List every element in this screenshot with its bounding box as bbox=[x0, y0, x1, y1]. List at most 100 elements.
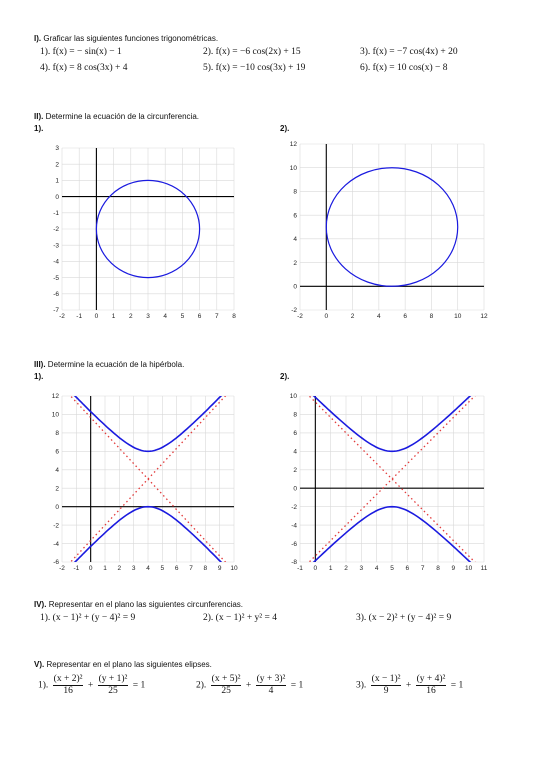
ellipse-2-num-x: (x + 5)² bbox=[210, 674, 242, 686]
y-tick-label: -6 bbox=[291, 541, 297, 548]
y-tick-label: 4 bbox=[293, 449, 297, 456]
x-tick-label: 10 bbox=[454, 313, 462, 320]
x-tick-label: 0 bbox=[314, 565, 318, 572]
ellipse-3-den-x: 9 bbox=[383, 686, 389, 696]
y-tick-label: -2 bbox=[291, 307, 297, 314]
x-tick-label: 9 bbox=[452, 565, 456, 572]
circle-curve bbox=[95, 179, 201, 279]
x-tick-label: 5 bbox=[181, 313, 185, 320]
hyperbola-graph-1-label: 1). bbox=[34, 372, 44, 381]
x-tick-label: -1 bbox=[297, 565, 303, 572]
ellipse-1-prefix: 1). bbox=[38, 680, 49, 691]
section-2-text: Determine la ecuación de la circunferenc… bbox=[45, 112, 199, 121]
y-tick-label: 6 bbox=[293, 212, 297, 219]
section-3-title: III). Determine la ecuación de la hipérb… bbox=[34, 360, 184, 369]
y-tick-label: 0 bbox=[55, 504, 59, 511]
y-tick-label: 3 bbox=[55, 145, 59, 152]
x-tick-label: 6 bbox=[175, 565, 179, 572]
x-tick-label: 6 bbox=[406, 565, 410, 572]
section-1-text: Graficar las siguientes funciones trigon… bbox=[43, 34, 219, 43]
x-tick-label: 3 bbox=[360, 565, 364, 572]
x-tick-label: 6 bbox=[198, 313, 202, 320]
asymptote-line bbox=[69, 396, 227, 562]
circle-equation-2: 2). (x − 1)² + y² = 4 bbox=[203, 613, 278, 623]
x-tick-label: 4 bbox=[377, 313, 381, 320]
ellipse-equation-1: 1). (x + 2)² 16 + (y + 1)² 25 = 1 bbox=[38, 674, 146, 697]
section-4-title: IV). Representar en el plano las siguien… bbox=[34, 600, 243, 609]
circle-graph-2-label: 2). bbox=[280, 124, 290, 133]
section-4-number: IV). bbox=[34, 600, 47, 609]
hyperbola-graph-2: -1 0 1 2 3 4 5 6 7 8 9 10 11 -8 -6 -4 -2 0 2 4 6 8 10 bbox=[290, 393, 488, 572]
x-tick-label: 4 bbox=[163, 313, 167, 320]
trig-function-2: 2). f(x) = −6 cos(2x) + 15 bbox=[203, 47, 301, 57]
y-tick-label: -2 bbox=[291, 504, 297, 511]
x-tick-label: 7 bbox=[189, 565, 193, 572]
ellipse-3-fraction-x: (x − 1)² 9 bbox=[370, 674, 402, 697]
y-tick-label: 4 bbox=[55, 467, 59, 474]
ellipse-3-num-y: (y + 4)² bbox=[415, 674, 447, 686]
y-tick-label: -5 bbox=[53, 275, 59, 282]
x-tick-label: 2 bbox=[351, 313, 355, 320]
circle-graph-1-label: 1). bbox=[34, 124, 44, 133]
asymptote-line bbox=[308, 396, 476, 562]
ellipse-2-rhs: = 1 bbox=[290, 680, 304, 691]
ellipse-1-den-y: 25 bbox=[108, 686, 118, 696]
trig-function-3: 3). f(x) = −7 cos(4x) + 20 bbox=[360, 47, 458, 57]
hyperbola-lower-branch bbox=[312, 505, 472, 562]
trig-function-1: 1). f(x) = − sin(x) − 1 bbox=[40, 47, 122, 57]
x-tick-label: 2 bbox=[344, 565, 348, 572]
trig-function-5: 5). f(x) = −10 cos(3x) + 19 bbox=[203, 63, 306, 73]
ellipse-3-fraction-y: (y + 4)² 16 bbox=[415, 674, 447, 697]
ellipse-1-num-y: (y + 1)² bbox=[97, 674, 129, 686]
x-tick-label: -1 bbox=[76, 313, 82, 320]
y-tick-label: -3 bbox=[53, 242, 59, 249]
x-tick-label: 8 bbox=[430, 313, 434, 320]
x-tick-label: 3 bbox=[146, 313, 150, 320]
y-tick-label: -4 bbox=[53, 259, 59, 266]
section-1-title: I). Graficar las siguientes funciones tr… bbox=[34, 34, 218, 43]
y-tick-label: 8 bbox=[293, 189, 297, 196]
ellipse-1-fraction-x: (x + 2)² 16 bbox=[52, 674, 84, 697]
section-5-text: Representar en el plano las siguientes e… bbox=[46, 660, 212, 669]
x-tick-label: 3 bbox=[132, 565, 136, 572]
y-tick-label: 6 bbox=[293, 430, 297, 437]
x-tick-label: -2 bbox=[59, 313, 65, 320]
x-tick-label: -2 bbox=[297, 313, 303, 320]
y-tick-label: 10 bbox=[290, 393, 298, 400]
x-tick-label: 6 bbox=[403, 313, 407, 320]
ellipse-3-den-y: 16 bbox=[426, 686, 436, 696]
y-tick-label: -6 bbox=[53, 559, 59, 566]
x-tick-label: 8 bbox=[204, 565, 208, 572]
hyperbola-lower-branch bbox=[73, 505, 223, 562]
ellipse-1-den-x: 16 bbox=[63, 686, 73, 696]
y-tick-label: -2 bbox=[53, 522, 59, 529]
ellipse-3-prefix: 3). bbox=[356, 680, 367, 691]
x-tick-label: 5 bbox=[390, 565, 394, 572]
x-tick-label: 8 bbox=[232, 313, 236, 320]
y-tick-label: -1 bbox=[53, 210, 59, 217]
y-tick-label: 0 bbox=[55, 194, 59, 201]
section-5-title: V). Representar en el plano las siguient… bbox=[34, 660, 212, 669]
y-tick-label: 12 bbox=[52, 393, 60, 400]
trig-function-6: 6). f(x) = 10 cos(x) − 8 bbox=[360, 63, 448, 73]
x-tick-label: 12 bbox=[480, 313, 488, 320]
x-tick-label: 10 bbox=[465, 565, 473, 572]
y-tick-label: 2 bbox=[293, 260, 297, 267]
ellipse-3-rhs: = 1 bbox=[450, 680, 464, 691]
y-tick-label: -6 bbox=[53, 291, 59, 298]
ellipse-2-num-y: (y + 3)² bbox=[255, 674, 287, 686]
y-tick-label: 4 bbox=[293, 236, 297, 243]
x-tick-label: 1 bbox=[103, 565, 107, 572]
ellipse-1-num-x: (x + 2)² bbox=[52, 674, 84, 686]
ellipse-2-prefix: 2). bbox=[196, 680, 207, 691]
ellipse-1-rhs: = 1 bbox=[132, 680, 146, 691]
ellipse-3-num-x: (x − 1)² bbox=[370, 674, 402, 686]
x-tick-label: 11 bbox=[481, 565, 488, 572]
ellipse-equation-2: 2). (x + 5)² 25 + (y + 3)² 4 = 1 bbox=[196, 674, 304, 696]
hyperbola-upper-branch bbox=[312, 396, 472, 453]
y-tick-label: -2 bbox=[53, 226, 59, 233]
circle-graph-2: -2 0 2 4 6 8 10 12 -2 0 2 4 6 8 10 12 bbox=[290, 141, 488, 320]
y-tick-label: 0 bbox=[293, 485, 297, 492]
y-tick-label: 2 bbox=[293, 467, 297, 474]
